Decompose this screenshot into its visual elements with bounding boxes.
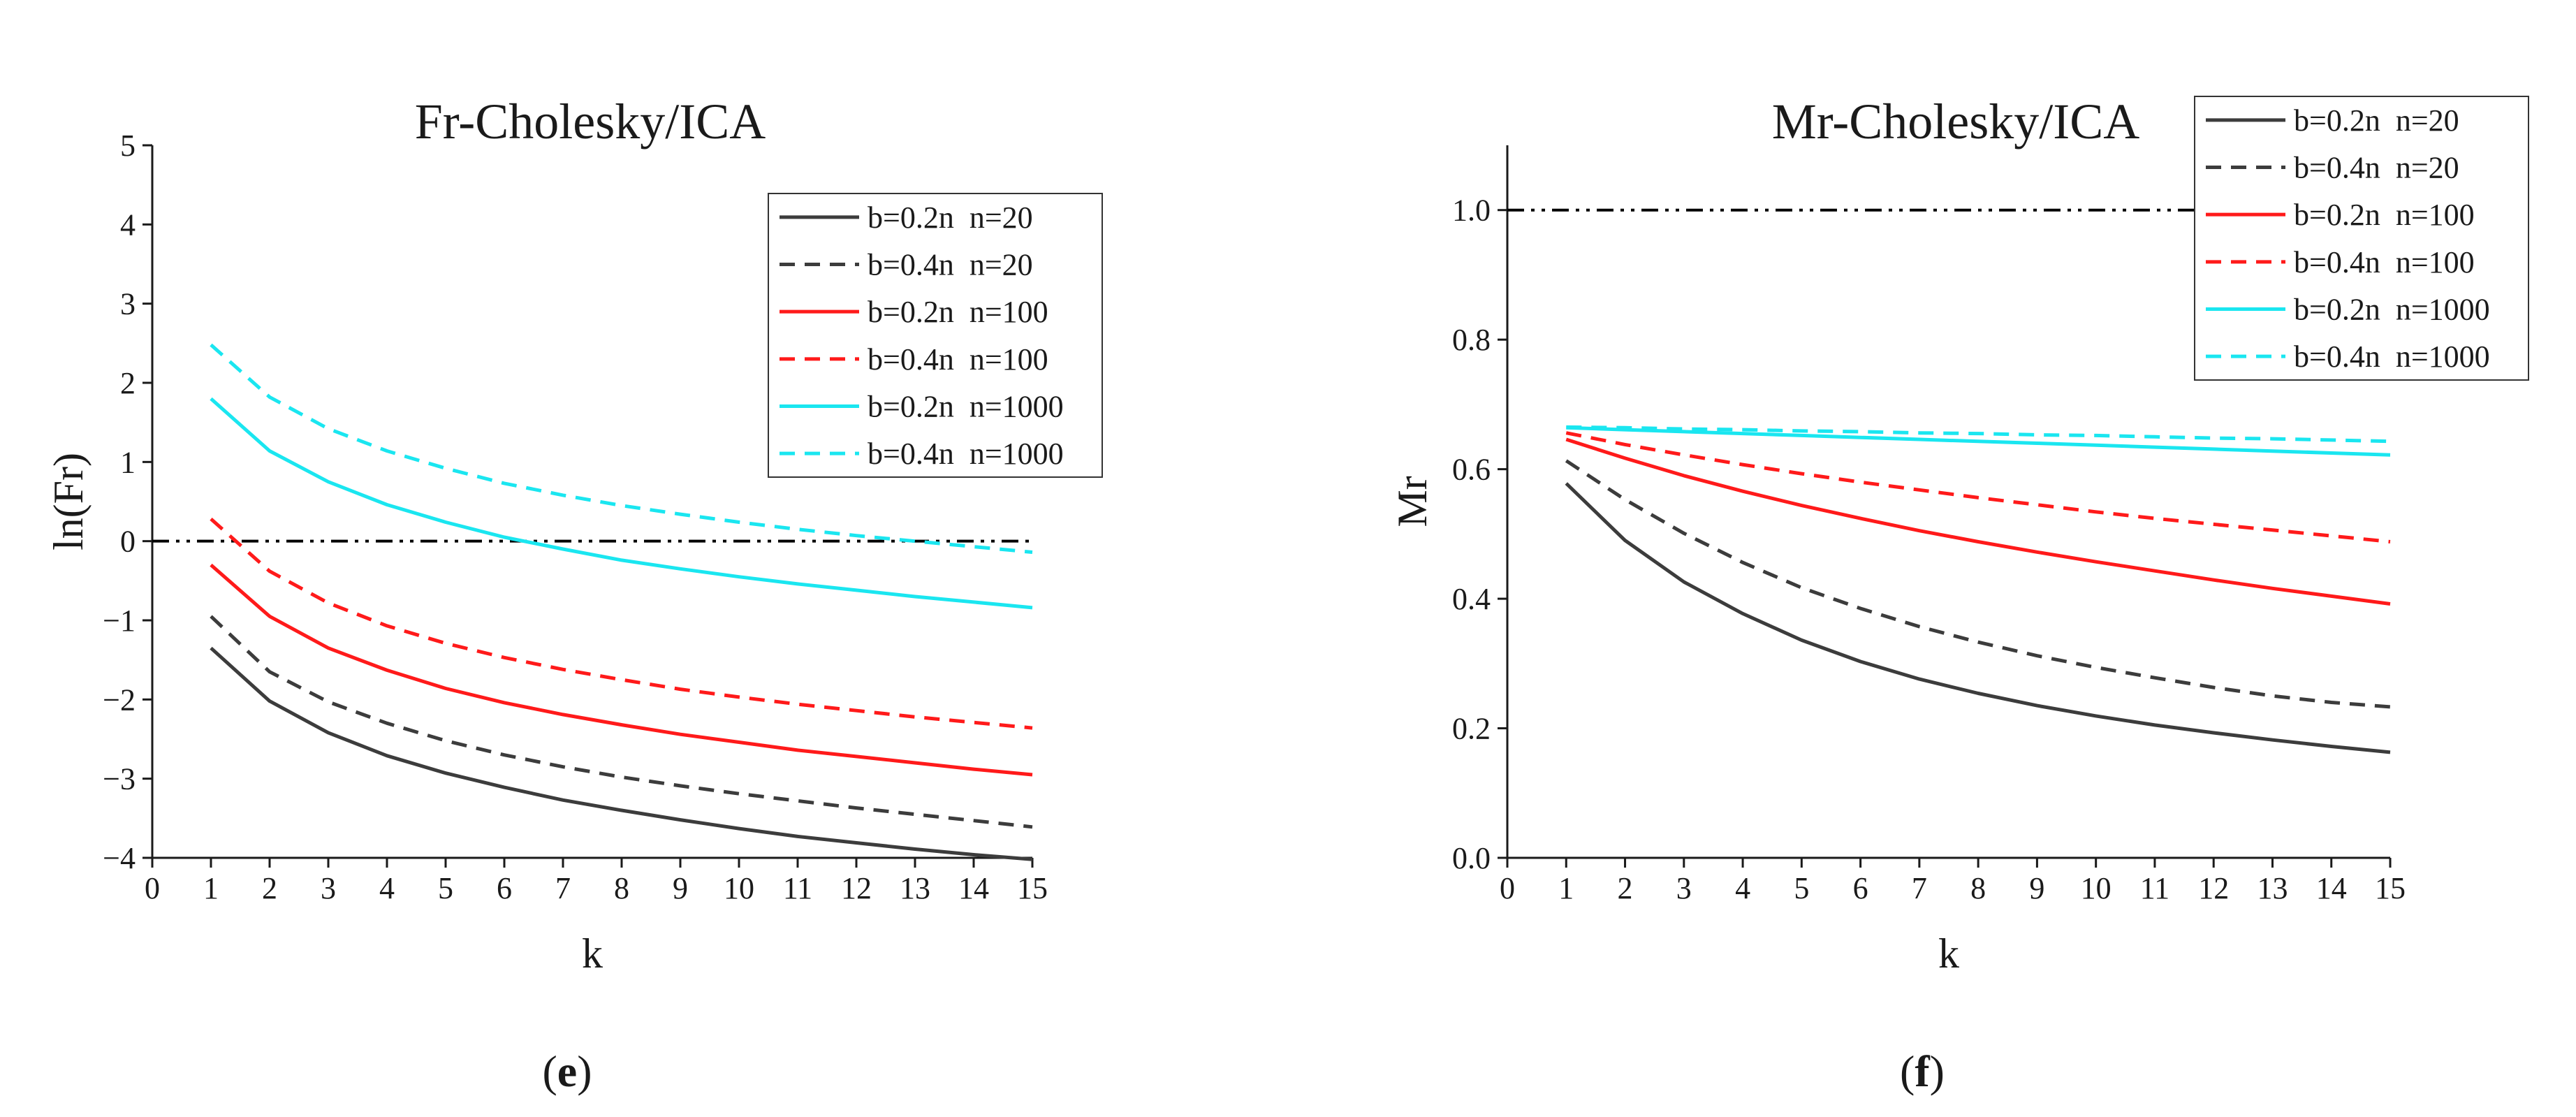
legend-entry-label: b=0.2n n=100	[2294, 198, 2475, 232]
series-line-0	[1565, 482, 2391, 754]
x-tick-label: 10	[724, 871, 754, 905]
x-tick-label: 15	[1017, 871, 1048, 905]
x-tick-label: 3	[321, 871, 336, 905]
y-tick-label: −4	[103, 841, 136, 875]
y-tick-label: 0.0	[1452, 841, 1491, 875]
x-tick-label: 9	[673, 871, 688, 905]
y-tick-label: 4	[120, 207, 136, 242]
series-line-5	[210, 343, 1033, 554]
x-tick-label: 14	[2316, 871, 2347, 905]
series-line-5	[1566, 425, 2391, 444]
chart-title: Fr-Cholesky/ICA	[415, 94, 766, 149]
series-line-1	[210, 615, 1033, 829]
panel-letter: f	[1915, 1046, 1930, 1096]
y-axis-label: ln(Fr)	[45, 453, 92, 550]
chart-title: Mr-Cholesky/ICA	[1772, 94, 2140, 149]
x-tick-label: 0	[145, 871, 160, 905]
series-line-2	[1565, 437, 2391, 606]
series-line-4	[210, 397, 1033, 610]
series-line-3	[1565, 431, 2391, 543]
legend-entry-label: b=0.2n n=1000	[868, 390, 1064, 424]
x-tick-label: 7	[555, 871, 571, 905]
y-tick-label: 1.0	[1452, 194, 1491, 228]
x-tick-label: 1	[203, 871, 219, 905]
y-tick-label: −3	[103, 762, 136, 796]
series-line-1	[1565, 459, 2391, 709]
legend-entry-label: b=0.2n n=20	[2294, 103, 2459, 138]
series-line-4	[1566, 425, 2391, 457]
x-tick-label: 9	[2029, 871, 2044, 905]
x-tick-label: 8	[1970, 871, 1986, 905]
y-axis-label: Mr	[1389, 476, 1435, 527]
x-tick-label: 6	[1853, 871, 1868, 905]
x-tick-label: 10	[2081, 871, 2112, 905]
series-line-3	[210, 518, 1033, 730]
panel-label: (e)	[542, 1046, 592, 1096]
legend-entry-label: b=0.4n n=100	[868, 342, 1048, 377]
panel-label: (f)	[1900, 1046, 1945, 1096]
x-tick-label: 5	[1794, 871, 1809, 905]
legend-entry-label: b=0.2n n=20	[868, 200, 1033, 235]
legend-entry-label: b=0.4n n=1000	[868, 437, 1064, 471]
x-tick-label: 11	[2140, 871, 2169, 905]
x-tick-label: 3	[1676, 871, 1692, 905]
y-tick-label: 5	[120, 129, 136, 163]
x-tick-label: 0	[1500, 871, 1515, 905]
x-tick-label: 12	[841, 871, 872, 905]
legend-box	[2194, 96, 2529, 381]
x-tick-label: 2	[1618, 871, 1633, 905]
x-tick-label: 12	[2198, 871, 2229, 905]
y-tick-label: 2	[120, 366, 136, 400]
x-tick-label: 11	[783, 871, 812, 905]
y-tick-label: −1	[103, 604, 136, 638]
legend-entry-label: b=0.4n n=20	[868, 248, 1033, 282]
y-tick-label: 1	[120, 445, 136, 479]
legend-entry-label: b=0.4n n=100	[2294, 245, 2475, 279]
legend-entry-label: b=0.2n n=100	[868, 295, 1048, 329]
x-axis-label: k	[582, 930, 603, 977]
x-tick-label: 13	[900, 871, 930, 905]
x-axis-label: k	[1938, 930, 1959, 977]
x-tick-label: 2	[262, 871, 277, 905]
legend: b=0.2n n=20 b=0.4n n=20 b=0.2n n=100 b=0.4n…	[2194, 96, 2529, 381]
x-tick-label: 7	[1912, 871, 1927, 905]
x-tick-label: 4	[1735, 871, 1750, 905]
y-tick-label: 3	[120, 287, 136, 321]
x-tick-label: 4	[379, 871, 395, 905]
y-tick-label: 0.6	[1452, 453, 1491, 487]
legend-entry-label: b=0.4n n=1000	[2294, 340, 2490, 374]
y-tick-label: 0.2	[1452, 712, 1491, 746]
x-tick-label: 6	[497, 871, 512, 905]
legend-entry-label: b=0.4n n=20	[2294, 151, 2459, 185]
y-tick-label: −2	[103, 682, 136, 717]
y-tick-label: 0.8	[1452, 323, 1491, 357]
x-tick-label: 15	[2375, 871, 2406, 905]
legend-box	[768, 193, 1103, 478]
panel-letter: e	[557, 1046, 577, 1096]
legend: b=0.2n n=20 b=0.4n n=20 b=0.2n n=100 b=0.4n…	[768, 193, 1103, 478]
series-line-2	[210, 563, 1033, 777]
x-tick-label: 13	[2257, 871, 2288, 905]
x-tick-label: 14	[958, 871, 989, 905]
x-tick-label: 5	[438, 871, 453, 905]
legend-entry-label: b=0.2n n=1000	[2294, 293, 2490, 327]
y-tick-label: 0.4	[1452, 582, 1491, 616]
y-tick-label: 0	[120, 525, 136, 559]
series-line-0	[210, 646, 1033, 861]
x-tick-label: 8	[614, 871, 629, 905]
x-tick-label: 1	[1558, 871, 1574, 905]
